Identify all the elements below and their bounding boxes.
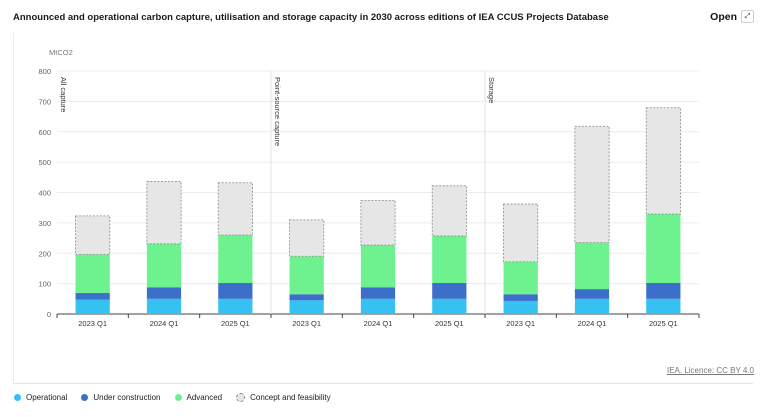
footer-divider — [13, 383, 753, 384]
x-tick-label: 2024 Q1 — [578, 319, 607, 328]
legend-item[interactable]: Concept and feasibility — [236, 393, 331, 402]
bar-segment-advanced — [289, 256, 324, 295]
group-label: All capture — [59, 77, 68, 112]
bar-segment-concept-and-feasibility — [75, 215, 111, 255]
bar-segment-under-construction — [289, 294, 324, 301]
bar-segment-operational — [146, 298, 182, 314]
bar-segment-concept-and-feasibility — [146, 181, 182, 245]
x-tick-label: 2024 Q1 — [150, 319, 179, 328]
bar-segment-operational — [574, 298, 610, 314]
open-button[interactable]: Open ⤢ — [710, 10, 754, 23]
bar-segment-advanced — [646, 214, 681, 284]
open-label: Open — [710, 10, 737, 23]
legend-label: Advanced — [186, 393, 223, 402]
bar-segment-advanced — [75, 254, 110, 294]
legend-swatch — [81, 394, 89, 401]
y-tick-label: 500 — [38, 158, 51, 167]
legend-swatch — [174, 394, 182, 401]
x-tick-label: 2023 Q1 — [292, 319, 321, 328]
bar-segment-operational — [289, 300, 324, 314]
bar-segment-advanced — [503, 261, 538, 295]
bar-segment-operational — [360, 298, 396, 314]
bar-segment-operational — [503, 300, 538, 314]
bar-segment-under-construction — [432, 283, 467, 299]
legend-swatch — [236, 393, 246, 402]
bar-segment-concept-and-feasibility — [645, 107, 681, 215]
bar-segment-operational — [432, 298, 467, 314]
x-tick-label: 2024 Q1 — [364, 319, 393, 328]
x-tick-label: 2023 Q1 — [78, 319, 107, 328]
bar-segment-concept-and-feasibility — [574, 125, 610, 244]
chart-panel: MtCO2 0 100 200 300 400 500 600 700 800 All captur… — [13, 33, 754, 383]
legend-item[interactable]: Advanced — [174, 393, 223, 402]
bar-segment-concept-and-feasibility — [360, 199, 396, 246]
bar-segment-concept-and-feasibility — [431, 185, 467, 237]
y-tick-label: 300 — [38, 219, 51, 228]
x-tick-label: 2025 Q1 — [435, 319, 464, 328]
bar-segment-under-construction — [146, 287, 182, 299]
expand-icon: ⤢ — [741, 10, 754, 23]
bar-segment-under-construction — [503, 294, 538, 301]
x-tick-label: 2025 Q1 — [221, 319, 250, 328]
bar-segment-under-construction — [218, 283, 253, 299]
x-tick-label: 2023 Q1 — [506, 319, 535, 328]
bar-segment-under-construction — [75, 293, 110, 300]
bar-segment-concept-and-feasibility — [289, 219, 325, 257]
bar-segment-concept-and-feasibility — [503, 203, 539, 263]
bar-segment-under-construction — [646, 283, 681, 299]
bar-segment-operational — [646, 298, 681, 314]
legend: Operational Under construction Advanced Con… — [14, 393, 331, 402]
y-tick-label: 400 — [38, 189, 51, 198]
bar-segment-advanced — [146, 243, 182, 288]
group-label: Point-source capture — [273, 77, 282, 146]
y-axis-label: MtCO2 — [49, 48, 73, 57]
legend-swatch — [14, 394, 21, 401]
legend-item[interactable]: Under construction — [81, 393, 161, 402]
bar-segment-advanced — [574, 242, 610, 290]
bar-chart: MtCO2 0 100 200 300 400 500 600 700 800 All captur… — [38, 48, 700, 328]
bar-segment-under-construction — [574, 289, 610, 299]
bar-segment-advanced — [360, 245, 396, 288]
y-tick-label: 700 — [38, 97, 51, 106]
legend-label: Concept and feasibility — [250, 393, 331, 402]
y-tick-label: 200 — [38, 249, 51, 258]
y-tick-label: 100 — [38, 280, 51, 289]
bar-segment-concept-and-feasibility — [217, 182, 253, 236]
y-tick-label: 600 — [38, 128, 51, 137]
chart-title: Announced and operational carbon capture… — [13, 12, 609, 23]
legend-label: Operational — [26, 393, 68, 402]
y-tick-label: 800 — [38, 67, 51, 76]
legend-label: Under construction — [93, 393, 161, 402]
y-tick-label: 0 — [47, 310, 51, 319]
group-label: Storage — [487, 77, 496, 103]
bar-segment-operational — [218, 298, 253, 314]
bar-segment-under-construction — [360, 287, 396, 299]
legend-item[interactable]: Operational — [14, 393, 67, 402]
bar-segment-advanced — [218, 235, 253, 284]
licence-link[interactable]: IEA. Licence: CC BY 4.0 — [666, 366, 754, 375]
bar-segment-advanced — [432, 235, 467, 284]
bar-segment-operational — [75, 299, 110, 314]
x-tick-label: 2025 Q1 — [649, 319, 678, 328]
